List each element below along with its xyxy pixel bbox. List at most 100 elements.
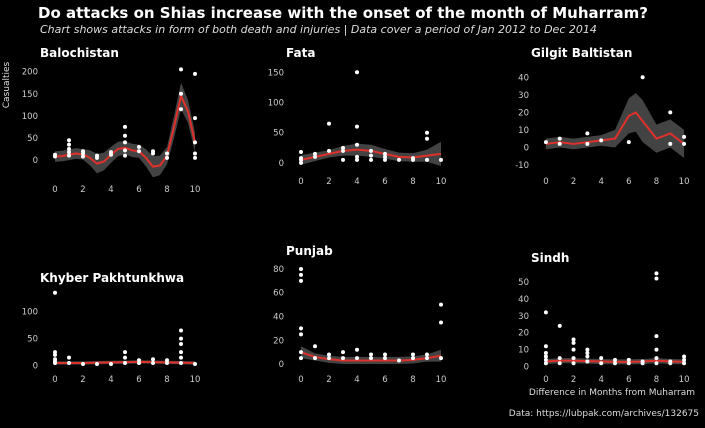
data-point	[640, 75, 645, 80]
y-tick-label: 150	[268, 68, 284, 78]
data-point	[327, 352, 331, 357]
y-tick-label: 20	[273, 336, 284, 346]
x-tick-label: 10	[679, 375, 690, 385]
panel-title: Sindh	[531, 251, 569, 265]
data-point	[425, 136, 429, 141]
panel-punjab: Punjab 0 2 4 6 8 10 0 20 40 60 80	[273, 244, 446, 385]
data-point	[53, 350, 57, 355]
data-point	[369, 352, 373, 357]
data-point	[151, 149, 155, 154]
x-tick-label: 4	[354, 375, 359, 385]
data-point	[137, 358, 141, 363]
data-point	[299, 326, 303, 331]
trend-line	[300, 351, 442, 362]
data-point	[299, 356, 303, 361]
data-point	[557, 136, 562, 141]
y-tick-label: 0	[279, 159, 284, 169]
x-tick-label: 0	[52, 185, 57, 195]
data-point	[599, 361, 604, 366]
data-point	[411, 156, 415, 161]
y-tick-label: 100	[268, 98, 284, 108]
x-tick-label: 8	[164, 185, 169, 195]
data-point	[439, 157, 443, 162]
x-tick-label: 6	[626, 177, 631, 187]
data-point	[67, 360, 71, 365]
x-tick-label: 0	[298, 375, 303, 385]
x-tick-label: 2	[571, 375, 576, 385]
confidence-band	[55, 82, 195, 178]
y-tick-label: 50	[27, 134, 38, 144]
y-tick-label: 40	[518, 295, 529, 305]
data-point	[383, 151, 387, 156]
data-point	[654, 271, 659, 276]
data-point	[123, 153, 127, 158]
data-point	[313, 356, 317, 361]
data-point	[626, 361, 631, 366]
data-point	[654, 361, 659, 366]
data-point	[123, 360, 127, 365]
data-point	[585, 131, 590, 136]
x-tick-label: 4	[108, 375, 113, 385]
data-point	[165, 151, 169, 156]
data-point	[193, 140, 197, 145]
data-point	[193, 155, 197, 160]
data-point	[411, 356, 415, 361]
x-tick-label: 0	[52, 375, 57, 385]
x-tick-label: 6	[382, 177, 387, 187]
data-point	[640, 359, 645, 364]
x-tick-label: 6	[136, 185, 141, 195]
data-point	[179, 91, 183, 96]
x-tick-label: 6	[626, 375, 631, 385]
x-tick-label: 0	[543, 177, 548, 187]
data-point	[411, 352, 415, 357]
data-point	[53, 152, 57, 157]
data-point	[53, 290, 57, 295]
data-point	[654, 356, 659, 361]
y-tick-label: 40	[518, 73, 529, 83]
panel-gilgit-baltistan: Gilgit Baltistan 0 2 4 6 8 10 -10 0 10 20 30 40	[515, 46, 689, 187]
data-point	[682, 134, 687, 139]
panel-title: Balochistan	[40, 46, 119, 60]
data-point	[341, 145, 345, 150]
x-tick-label: 2	[326, 177, 331, 187]
data-point	[425, 356, 429, 361]
data-point	[654, 276, 659, 281]
data-point	[369, 356, 373, 361]
data-point	[123, 350, 127, 355]
data-point	[193, 362, 197, 367]
data-point	[383, 352, 387, 357]
data-point	[179, 328, 183, 333]
x-tick-label: 10	[436, 375, 447, 385]
y-tick-label: 10	[518, 346, 529, 356]
data-point	[355, 124, 359, 129]
x-tick-label: 8	[654, 375, 659, 385]
data-point	[67, 147, 71, 152]
x-tick-label: 6	[136, 375, 141, 385]
data-point	[543, 351, 548, 356]
data-point	[67, 142, 71, 147]
data-point	[439, 356, 443, 361]
data-point	[151, 357, 155, 362]
data-point	[543, 310, 548, 315]
x-tick-label: 10	[679, 177, 690, 187]
data-point	[355, 70, 359, 75]
data-point	[109, 362, 113, 367]
y-tick-label: 0	[524, 143, 529, 153]
x-tick-label: 2	[80, 185, 85, 195]
data-point	[299, 332, 303, 337]
data-point	[557, 356, 562, 361]
y-tick-label: -10	[515, 161, 529, 171]
x-tick-label: 10	[190, 375, 201, 385]
data-point	[543, 140, 548, 145]
data-point	[682, 141, 687, 146]
data-point	[67, 138, 71, 143]
data-point	[369, 148, 373, 153]
data-point	[439, 320, 443, 325]
data-point	[355, 157, 359, 162]
data-point	[341, 356, 345, 361]
data-point	[682, 361, 687, 366]
trend-line	[545, 111, 685, 145]
